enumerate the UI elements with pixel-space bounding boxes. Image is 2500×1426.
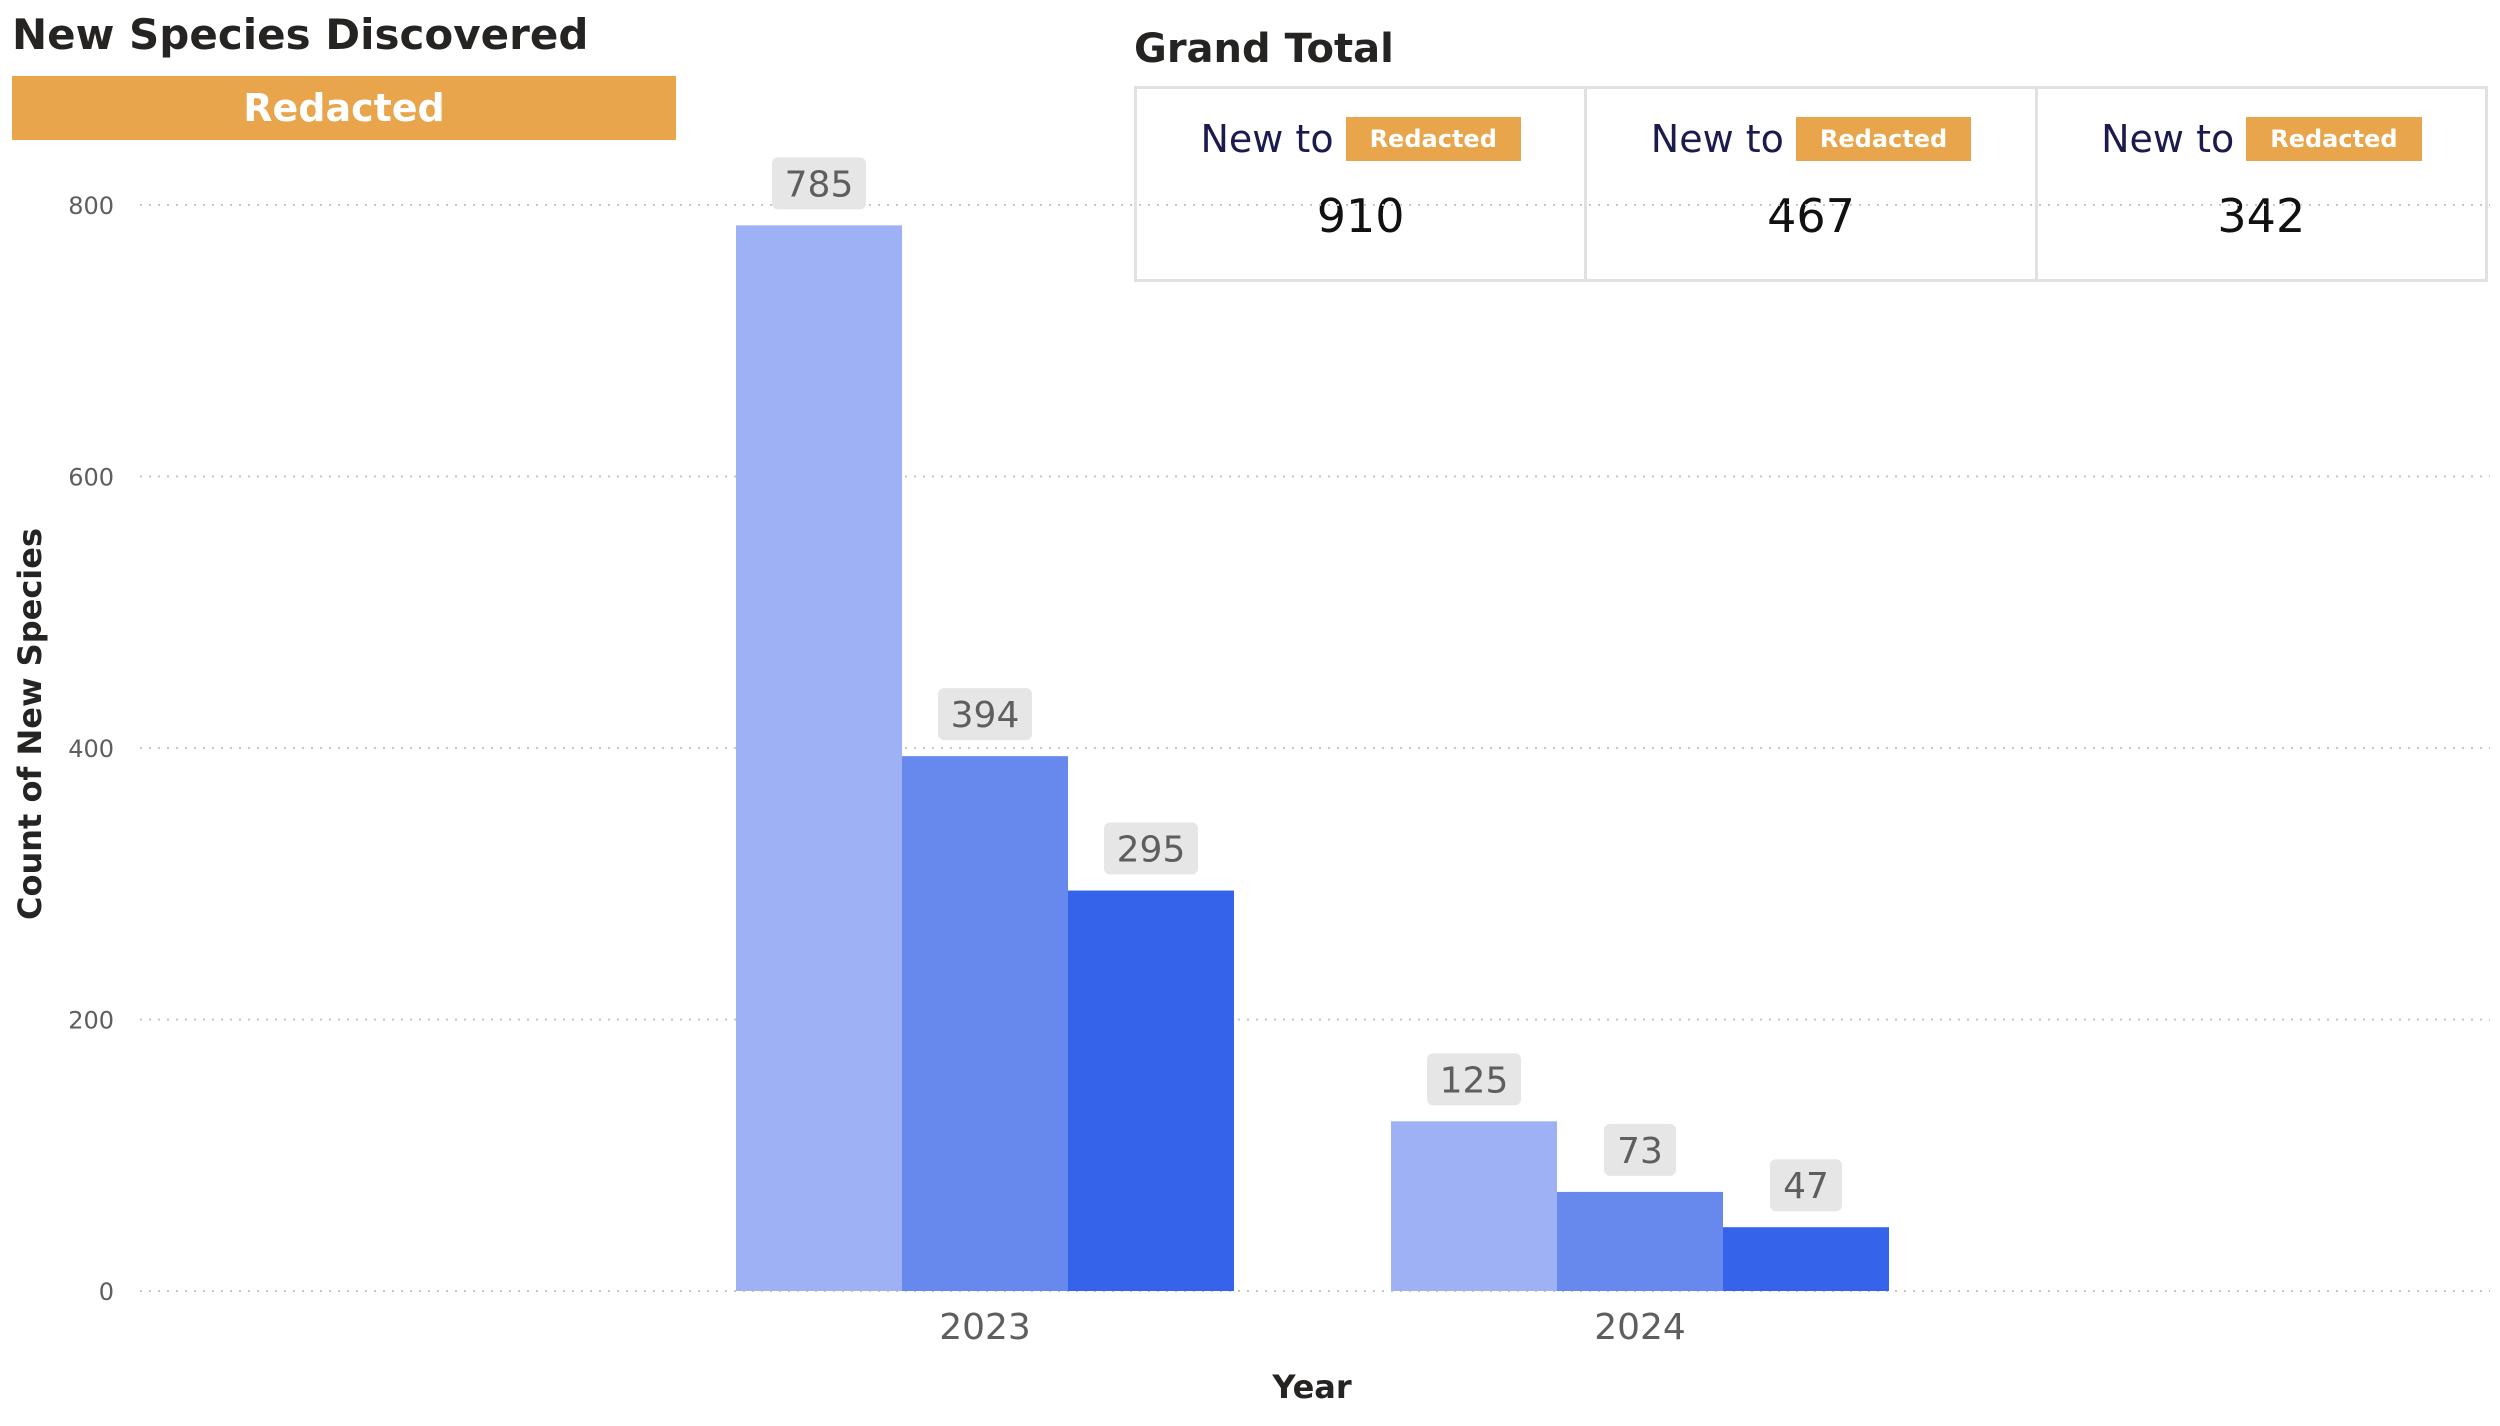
- card-prefix: New to: [2101, 117, 2235, 161]
- data-label-bg: [772, 157, 866, 210]
- bar: [736, 225, 902, 1291]
- card-label: New to Redacted: [1137, 117, 1584, 161]
- y-tick-label: 600: [68, 464, 114, 492]
- bar: [1723, 1227, 1889, 1291]
- data-label-bg: [938, 688, 1032, 741]
- y-tick-label: 400: [68, 735, 114, 763]
- card-prefix: New to: [1650, 117, 1784, 161]
- grand-total-card: New to Redacted 342: [2034, 86, 2488, 282]
- data-label: 394: [951, 695, 1020, 736]
- y-tick-label: 200: [68, 1007, 114, 1035]
- data-label-bg: [1104, 822, 1198, 875]
- redacted-banner: Redacted: [12, 76, 676, 140]
- x-axis-title: Year: [1271, 1368, 1352, 1406]
- y-tick-label: 800: [68, 192, 114, 220]
- card-value: 910: [1316, 189, 1405, 243]
- card-badge: Redacted: [1345, 117, 1521, 161]
- data-label: 47: [1783, 1166, 1829, 1207]
- grand-total-card: New to Redacted 910: [1134, 86, 1588, 282]
- data-label-bg: [1770, 1159, 1842, 1212]
- card-badge: Redacted: [1795, 117, 1972, 161]
- bar: [1557, 1191, 1723, 1291]
- grand-total-cards: New to Redacted 910 New to Redacted 467 …: [1134, 86, 2488, 282]
- bars: [736, 225, 1889, 1291]
- axes: 0 200 400 600 800 2023 2024: [68, 192, 1686, 1348]
- y-axis-title: Count of New Species: [11, 528, 49, 920]
- card-badge: Redacted: [2246, 117, 2422, 161]
- card-value: 467: [1767, 189, 1855, 243]
- page-title: New Species Discovered: [12, 10, 589, 59]
- grand-total-card: New to Redacted 467: [1584, 86, 2038, 282]
- card-prefix: New to: [1200, 117, 1334, 161]
- bar: [1391, 1121, 1557, 1291]
- data-label: 295: [1117, 830, 1186, 871]
- card-label: New to Redacted: [2038, 117, 2485, 161]
- y-tick-label: 0: [99, 1278, 114, 1306]
- data-label-bg: [1604, 1123, 1676, 1176]
- x-tick-label: 2024: [1594, 1307, 1686, 1348]
- bar: [902, 756, 1068, 1291]
- data-labels: 785 394 295 125 73 47: [772, 157, 1842, 1212]
- data-label: 125: [1440, 1060, 1509, 1101]
- data-label: 73: [1617, 1131, 1663, 1172]
- card-value: 342: [2217, 189, 2306, 243]
- data-label-bg: [1427, 1053, 1521, 1106]
- data-label: 785: [785, 164, 854, 205]
- grand-total-title: Grand Total: [1134, 26, 1394, 72]
- bar: [1068, 890, 1234, 1291]
- card-label: New to Redacted: [1587, 117, 2034, 161]
- gridlines: [140, 204, 2490, 1292]
- x-tick-label: 2023: [939, 1307, 1031, 1348]
